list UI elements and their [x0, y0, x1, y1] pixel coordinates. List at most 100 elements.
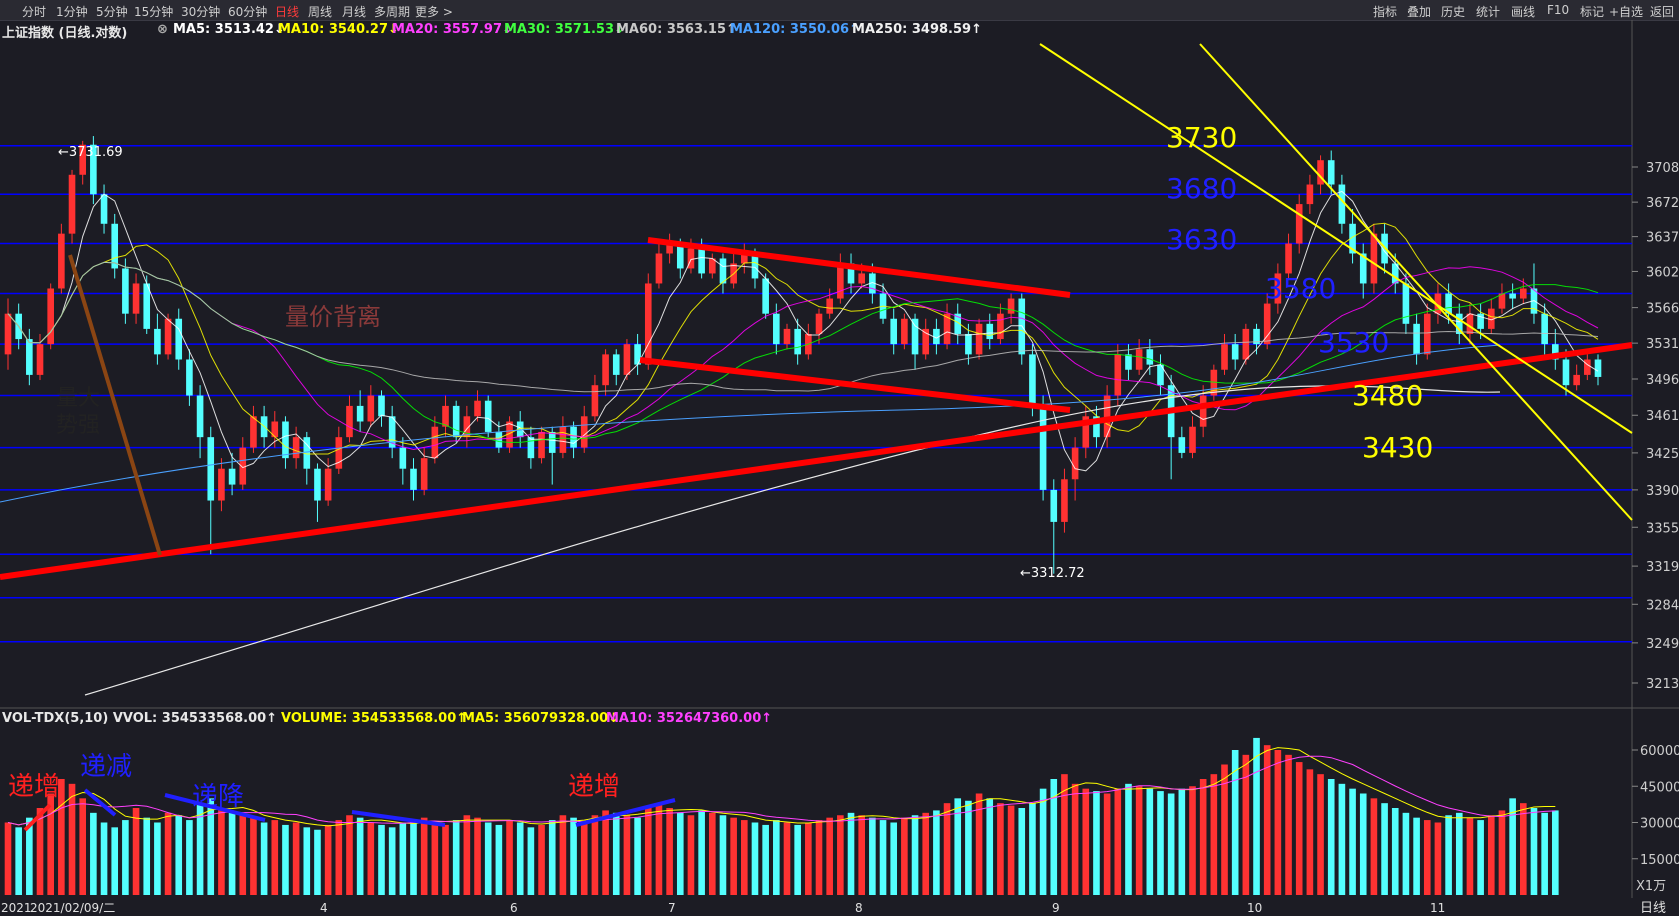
trend-brown-line	[68, 254, 162, 556]
candle-body	[495, 431, 503, 448]
tool-button-2[interactable]: 历史	[1441, 5, 1466, 19]
level-label: 3430	[1362, 431, 1433, 464]
candle-body	[484, 400, 492, 432]
candle-body	[506, 421, 513, 448]
candle-body	[442, 405, 449, 427]
channel-line-2	[1199, 43, 1633, 521]
tab-1[interactable]: 1分钟	[56, 5, 88, 19]
volume-bar	[15, 827, 22, 895]
volume-bar	[986, 798, 994, 895]
period-label: 日线	[1640, 901, 1666, 916]
tool-button-5[interactable]: F10	[1547, 3, 1570, 17]
tab-0[interactable]: 分时	[22, 5, 47, 19]
tab-3[interactable]: 15分钟	[134, 5, 174, 19]
tab-2[interactable]: 5分钟	[96, 5, 128, 19]
volume-bar	[527, 827, 535, 895]
vol-ma10-line	[7, 755, 1556, 826]
candle-body	[591, 385, 599, 417]
volume-bar	[548, 820, 556, 895]
candle-body	[580, 416, 588, 448]
candle-body	[986, 323, 994, 340]
level-label: 3680	[1166, 172, 1237, 205]
tool-button-0[interactable]: 指标	[1373, 5, 1398, 19]
candle-body	[250, 416, 257, 448]
candle-body	[1114, 354, 1122, 396]
volume-bar	[751, 822, 759, 895]
volume-bar	[879, 820, 887, 895]
low-price-marker: ←3312.72	[1020, 566, 1085, 581]
volume-bar	[943, 803, 951, 895]
candle-body	[1317, 160, 1324, 185]
tab-5[interactable]: 60分钟	[228, 5, 268, 19]
volume-bar	[1530, 808, 1538, 895]
tab-9[interactable]: 多周期	[374, 5, 411, 19]
tool-button-3[interactable]: 统计	[1476, 5, 1501, 19]
volume-bar	[655, 803, 663, 895]
candle-body	[1594, 359, 1602, 377]
candle-body	[901, 318, 908, 345]
candle-body	[196, 395, 204, 438]
tool-button-7[interactable]: +自选	[1609, 5, 1644, 19]
volume-bar	[1071, 783, 1079, 895]
candle-body	[773, 313, 780, 345]
candle-body	[1274, 273, 1282, 304]
y-tick-label: 3531	[1646, 337, 1679, 352]
candle-body	[1423, 313, 1431, 355]
tab-8[interactable]: 月线	[342, 5, 367, 19]
tab-6[interactable]: 日线	[275, 5, 300, 19]
tab-4[interactable]: 30分钟	[181, 5, 221, 19]
annotation-volume-strong-2: 势强	[56, 413, 100, 438]
volume-bar	[303, 827, 311, 895]
candle-body	[890, 318, 898, 345]
candle-body	[1253, 328, 1260, 345]
candle-body	[1146, 349, 1154, 365]
candle-body	[452, 405, 460, 438]
settings-icon[interactable]: ⊗	[157, 22, 168, 37]
tool-button-1[interactable]: 叠加	[1407, 5, 1432, 19]
high-price-marker: ←3731.69	[58, 145, 123, 160]
ma10-value: MA10: 3540.27↓	[278, 22, 399, 37]
tool-button-4[interactable]: 画线	[1511, 5, 1536, 19]
volume-bar	[58, 779, 65, 895]
candle-body	[186, 359, 193, 396]
volume-bar	[741, 820, 748, 895]
volume-bar	[1359, 793, 1367, 895]
tab-7[interactable]: 周线	[308, 5, 333, 19]
ma-legend: 上证指数 (日线.对数) ⊗ MA5: 3513.42↓ MA10: 3540.…	[0, 21, 1000, 41]
candle-body	[1242, 328, 1250, 360]
tool-button-8[interactable]: 返回	[1650, 5, 1675, 19]
volume-bar	[506, 820, 513, 895]
candle-body	[239, 447, 247, 485]
volume-bar	[1317, 774, 1324, 895]
x-label: 8	[855, 901, 863, 915]
candle-body	[143, 283, 151, 329]
volume-bar	[815, 820, 823, 895]
candle-body	[1135, 349, 1143, 370]
candle-body	[271, 421, 279, 438]
candle-body	[410, 468, 417, 490]
vol-ma10: MA10: 352647360.00↑	[606, 711, 773, 726]
volume-bar	[1210, 774, 1218, 895]
candle-body	[612, 354, 620, 375]
candle-body	[548, 431, 556, 453]
volume-bar	[783, 822, 791, 895]
y-tick-label: 3425	[1646, 447, 1679, 462]
tab-10[interactable]: 更多 >	[415, 5, 453, 19]
candle-body	[132, 283, 140, 314]
candle-body	[687, 248, 695, 269]
candle-body	[1359, 253, 1367, 284]
x-label: 2021/02/09/二	[30, 901, 115, 915]
candle-body	[1071, 447, 1079, 480]
arrow-blue-1	[83, 788, 117, 817]
candle-body	[869, 273, 876, 294]
volume-bar	[420, 817, 428, 895]
x-label: 2021	[1, 901, 32, 915]
candle-body	[367, 395, 375, 422]
y-tick-label: 3708	[1646, 161, 1679, 176]
volume-bar	[1178, 788, 1186, 895]
candle-body	[1552, 344, 1559, 360]
tool-button-6[interactable]: 标记	[1580, 5, 1605, 19]
volume-bar	[228, 812, 236, 895]
